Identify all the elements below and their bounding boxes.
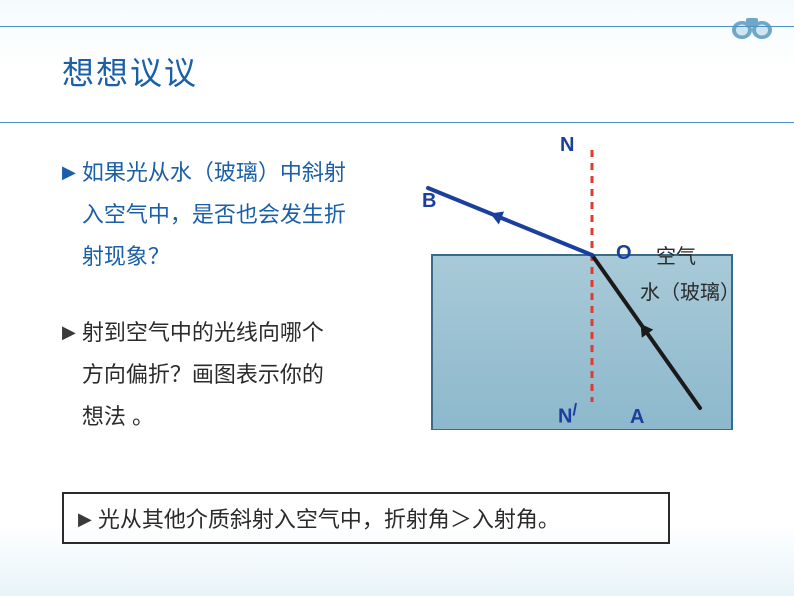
label-N-prime: N/	[558, 400, 577, 429]
q1-line-0: 如果光从水（玻璃）中斜射	[82, 160, 346, 185]
label-A: A	[630, 406, 644, 429]
q1-line-1: 入空气中，是否也会发生折	[82, 202, 346, 227]
label-N: N	[560, 134, 574, 157]
q1-line-2: 射现象？	[82, 244, 170, 269]
title-text: 想想议议	[62, 55, 198, 91]
question-1: ▶如果光从水（玻璃）中斜射 ▶入空气中，是否也会发生折 ▶射现象？	[62, 152, 346, 277]
label-O: O	[616, 242, 632, 265]
bullet-arrow-icon: ▶	[62, 155, 76, 189]
rule-middle	[0, 122, 794, 123]
bullet-arrow-icon: ▶	[62, 315, 76, 349]
q2-line-2: 想法 。	[82, 404, 154, 429]
label-B: B	[422, 190, 436, 213]
q2-line-0: 射到空气中的光线向哪个	[82, 320, 324, 345]
question-2: ▶射到空气中的光线向哪个 ▶方向偏折？画图表示你的 ▶想法 。	[62, 312, 324, 437]
conclusion-box: ▶ 光从其他介质斜射入空气中，折射角＞入射角。	[62, 492, 670, 544]
bullet-arrow-icon: ▶	[78, 509, 92, 530]
q2-line-1: 方向偏折？画图表示你的	[82, 362, 324, 387]
conclusion-text: 光从其他介质斜射入空气中，折射角＞入射角。	[98, 507, 560, 532]
rule-top	[0, 26, 794, 27]
label-air: 空气	[656, 240, 696, 269]
slide-title: 想想议议	[62, 48, 198, 94]
label-water: 水（玻璃）	[640, 276, 740, 305]
